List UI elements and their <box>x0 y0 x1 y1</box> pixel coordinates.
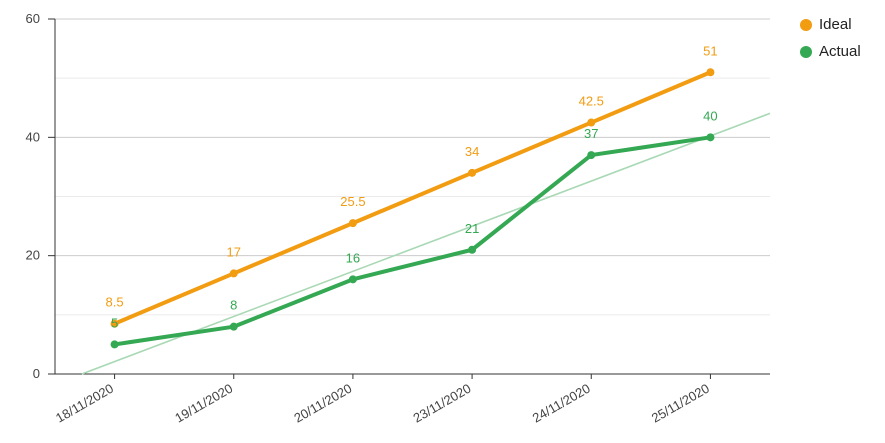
y-tick-label: 0 <box>33 366 40 381</box>
data-point-actual <box>587 151 596 160</box>
legend-marker-ideal <box>800 18 812 31</box>
legend: Ideal Actual <box>800 11 885 65</box>
data-label-actual: 21 <box>465 221 479 236</box>
legend-label-actual: Actual <box>819 43 861 60</box>
data-label-ideal: 42.5 <box>579 94 604 109</box>
x-tick-label: 18/11/2020 <box>53 381 116 426</box>
data-point-ideal <box>110 319 119 328</box>
data-label-actual: 5 <box>111 315 118 330</box>
y-tick-label: 60 <box>26 11 40 26</box>
series-layer <box>110 68 715 349</box>
data-label-ideal: 34 <box>465 144 479 159</box>
x-tick-label: 23/11/2020 <box>411 381 474 426</box>
series-line-ideal <box>112 70 713 326</box>
y-tick-label: 20 <box>26 248 40 263</box>
x-axis-ticks: 18/11/2020 19/11/2020 20/11/2020 23/11/2020… <box>53 374 712 426</box>
x-tick-label: 25/11/2020 <box>649 381 712 426</box>
data-point-ideal <box>229 269 238 278</box>
legend-marker-actual <box>800 45 812 58</box>
series-line-actual <box>112 135 713 347</box>
data-point-ideal <box>468 168 477 177</box>
data-labels-layer: 8.5 17 25.5 34 42.5 51 5 8 16 21 37 40 <box>106 43 718 330</box>
data-label-ideal: 25.5 <box>340 194 365 209</box>
data-point-ideal <box>706 68 715 77</box>
legend-item-actual[interactable]: Actual <box>800 38 885 65</box>
y-axis-ticks: 0 20 40 60 <box>26 11 55 381</box>
data-point-actual <box>706 133 715 142</box>
data-point-actual <box>468 245 477 254</box>
y-tick-label: 40 <box>26 129 40 144</box>
data-label-ideal: 51 <box>703 43 717 58</box>
data-label-actual: 8 <box>230 298 237 313</box>
legend-label-ideal: Ideal <box>819 16 852 33</box>
data-point-actual <box>348 275 357 284</box>
data-point-actual <box>229 322 238 331</box>
x-tick-label: 19/11/2020 <box>172 381 235 426</box>
x-tick-label: 20/11/2020 <box>291 381 354 426</box>
data-label-actual: 16 <box>346 250 360 265</box>
data-point-ideal <box>348 219 357 228</box>
x-tick-label: 24/11/2020 <box>530 381 593 426</box>
data-label-actual: 37 <box>584 126 598 141</box>
data-point-ideal <box>587 118 596 127</box>
gridlines <box>55 18 770 316</box>
data-label-ideal: 17 <box>227 244 241 259</box>
data-point-actual <box>110 340 119 349</box>
legend-item-ideal[interactable]: Ideal <box>800 11 885 38</box>
data-label-actual: 40 <box>703 108 717 123</box>
data-label-ideal: 8.5 <box>106 295 124 310</box>
